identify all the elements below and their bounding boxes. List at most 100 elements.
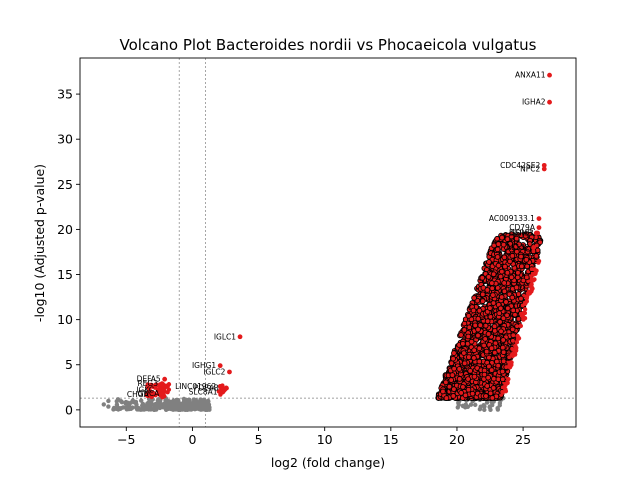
data-point bbox=[165, 383, 170, 389]
data-point bbox=[461, 360, 468, 367]
data-point bbox=[205, 406, 211, 412]
point-label: IGLC1 bbox=[214, 332, 236, 341]
labeled-data-point bbox=[227, 369, 232, 375]
labeled-data-point bbox=[541, 162, 547, 168]
data-point bbox=[487, 390, 494, 397]
data-point bbox=[451, 350, 457, 356]
data-point bbox=[456, 366, 463, 372]
labeled-data-point bbox=[547, 72, 552, 78]
data-point bbox=[451, 386, 457, 393]
labeled-data-point bbox=[536, 225, 542, 231]
y-tick-label: 35 bbox=[57, 87, 73, 102]
data-point bbox=[513, 248, 520, 255]
data-point bbox=[149, 382, 154, 387]
data-point bbox=[456, 376, 463, 382]
data-point bbox=[504, 269, 511, 276]
data-point bbox=[509, 252, 516, 259]
data-point bbox=[523, 256, 530, 263]
data-point bbox=[468, 338, 475, 345]
y-tick-label: 5 bbox=[65, 357, 73, 372]
data-point bbox=[494, 235, 500, 242]
data-point bbox=[510, 307, 517, 314]
labeled-data-point bbox=[160, 391, 166, 397]
plot-frame bbox=[79, 57, 577, 428]
data-point bbox=[524, 296, 529, 301]
data-point bbox=[476, 358, 483, 365]
data-point bbox=[507, 241, 514, 247]
labeled-data-point bbox=[155, 387, 161, 393]
data-point bbox=[485, 374, 492, 381]
labeled-data-point bbox=[531, 245, 537, 250]
data-point bbox=[106, 398, 111, 404]
data-point bbox=[152, 407, 158, 412]
data-point bbox=[525, 245, 531, 252]
data-point bbox=[460, 340, 466, 347]
data-point bbox=[178, 407, 184, 412]
data-point bbox=[495, 241, 502, 247]
data-point bbox=[503, 299, 509, 305]
data-point bbox=[491, 323, 498, 330]
point-label: IGLC2 bbox=[203, 367, 225, 376]
y-axis-label: -log10 (Adjusted p-value) bbox=[32, 164, 47, 322]
point-label: DERL3 bbox=[509, 229, 534, 238]
labeled-data-point bbox=[159, 381, 165, 387]
data-point bbox=[458, 390, 465, 396]
data-point bbox=[476, 307, 483, 314]
labeled-data-point bbox=[547, 99, 552, 105]
data-point bbox=[175, 402, 180, 407]
data-point bbox=[505, 380, 510, 386]
data-point bbox=[481, 371, 488, 378]
data-point bbox=[509, 294, 516, 301]
point-label: IGKC bbox=[136, 386, 154, 395]
data-point bbox=[460, 403, 466, 409]
data-point bbox=[510, 353, 515, 359]
data-point bbox=[489, 395, 496, 401]
data-point bbox=[500, 337, 507, 343]
data-point bbox=[482, 407, 487, 413]
labeled-data-point bbox=[541, 166, 547, 172]
data-point bbox=[486, 259, 492, 265]
data-point bbox=[504, 236, 511, 242]
data-point bbox=[508, 274, 515, 281]
data-point bbox=[494, 254, 501, 260]
data-point bbox=[197, 405, 203, 411]
data-point bbox=[518, 253, 524, 260]
data-point bbox=[503, 386, 508, 392]
data-point bbox=[465, 313, 472, 319]
labeled-data-point bbox=[150, 392, 156, 397]
point-label: LINC01962 bbox=[175, 382, 216, 391]
data-point bbox=[489, 280, 495, 286]
data-point bbox=[455, 405, 460, 410]
data-point bbox=[528, 284, 533, 289]
data-point bbox=[497, 305, 504, 312]
data-point bbox=[496, 310, 503, 317]
point-label: SLC8A1 bbox=[189, 387, 218, 396]
point-label: AL132 bbox=[506, 243, 530, 252]
data-point bbox=[118, 406, 123, 412]
data-point bbox=[443, 395, 450, 401]
data-point bbox=[115, 397, 121, 402]
data-point bbox=[485, 274, 492, 280]
data-point bbox=[202, 403, 207, 409]
data-point bbox=[533, 253, 540, 259]
point-label: DEFA5 bbox=[137, 375, 161, 384]
data-point bbox=[460, 384, 466, 390]
data-point bbox=[450, 393, 457, 399]
data-point bbox=[138, 398, 144, 403]
data-point bbox=[513, 235, 520, 242]
data-point bbox=[495, 262, 502, 269]
data-point bbox=[156, 396, 161, 402]
y-tick-label: 25 bbox=[57, 177, 73, 192]
data-point bbox=[495, 407, 501, 412]
data-point bbox=[491, 349, 498, 356]
data-point bbox=[472, 322, 479, 329]
data-point bbox=[111, 407, 116, 412]
data-point bbox=[484, 383, 491, 389]
data-point bbox=[497, 273, 504, 280]
data-point bbox=[498, 294, 505, 300]
x-tick-label: 0 bbox=[188, 432, 196, 447]
data-point bbox=[490, 271, 497, 277]
data-point bbox=[500, 241, 507, 248]
data-point bbox=[522, 307, 528, 312]
data-point bbox=[449, 372, 456, 378]
